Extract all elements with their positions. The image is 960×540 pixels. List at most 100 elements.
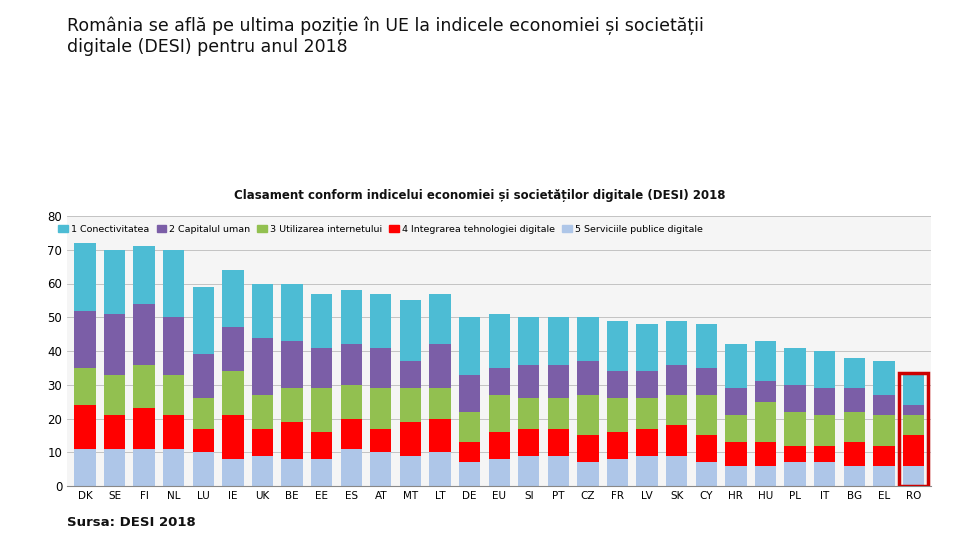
- Bar: [874, 465, 895, 486]
- Bar: [341, 345, 362, 384]
- Bar: [548, 317, 569, 364]
- Bar: [577, 435, 599, 462]
- Bar: [311, 459, 332, 486]
- Bar: [548, 364, 569, 399]
- Bar: [133, 364, 155, 408]
- Bar: [900, 373, 927, 486]
- Bar: [399, 388, 421, 422]
- Text: Clasament conform indicelui economiei și societăților digitale (DESI) 2018: Clasament conform indicelui economiei și…: [234, 190, 726, 202]
- Bar: [636, 456, 658, 486]
- Bar: [74, 243, 96, 310]
- Text: România se află pe ultima poziție în UE la indicele economiei și societății
digi: România se află pe ultima poziție în UE …: [67, 16, 704, 56]
- Bar: [163, 415, 184, 449]
- Bar: [844, 411, 865, 442]
- Bar: [666, 456, 687, 486]
- Bar: [223, 372, 244, 415]
- Bar: [163, 375, 184, 415]
- Bar: [429, 388, 450, 418]
- Bar: [133, 408, 155, 449]
- Bar: [666, 364, 687, 395]
- Bar: [607, 372, 628, 399]
- Bar: [252, 338, 274, 395]
- Bar: [518, 429, 540, 456]
- Bar: [814, 388, 835, 415]
- Bar: [784, 348, 805, 384]
- Bar: [518, 364, 540, 399]
- Bar: [341, 449, 362, 486]
- Bar: [755, 402, 776, 442]
- Bar: [696, 462, 717, 486]
- Bar: [548, 399, 569, 429]
- Bar: [459, 375, 480, 411]
- Bar: [636, 429, 658, 456]
- Bar: [784, 384, 805, 411]
- Bar: [133, 303, 155, 364]
- Bar: [696, 435, 717, 462]
- Bar: [223, 459, 244, 486]
- Bar: [518, 399, 540, 429]
- Bar: [371, 453, 392, 486]
- Bar: [193, 453, 214, 486]
- Bar: [399, 422, 421, 456]
- Bar: [163, 317, 184, 375]
- Bar: [518, 317, 540, 364]
- Text: Sursa: DESI 2018: Sursa: DESI 2018: [67, 516, 196, 529]
- Bar: [489, 314, 510, 368]
- Bar: [844, 357, 865, 388]
- Bar: [163, 449, 184, 486]
- Bar: [223, 270, 244, 327]
- Bar: [489, 459, 510, 486]
- Bar: [577, 317, 599, 361]
- Bar: [577, 462, 599, 486]
- Bar: [666, 321, 687, 364]
- Bar: [696, 368, 717, 395]
- Bar: [636, 324, 658, 372]
- Bar: [429, 453, 450, 486]
- Bar: [784, 462, 805, 486]
- Bar: [371, 388, 392, 429]
- Bar: [459, 411, 480, 442]
- Bar: [844, 442, 865, 465]
- Bar: [104, 375, 125, 415]
- Bar: [223, 327, 244, 372]
- Bar: [104, 314, 125, 375]
- Bar: [902, 375, 924, 405]
- Bar: [489, 432, 510, 459]
- Bar: [252, 284, 274, 338]
- Bar: [902, 465, 924, 486]
- Bar: [489, 395, 510, 432]
- Bar: [459, 317, 480, 375]
- Bar: [725, 415, 747, 442]
- Bar: [902, 435, 924, 465]
- Bar: [696, 324, 717, 368]
- Bar: [874, 446, 895, 465]
- Bar: [844, 465, 865, 486]
- Bar: [902, 415, 924, 435]
- Bar: [311, 432, 332, 459]
- Bar: [399, 300, 421, 361]
- Bar: [696, 395, 717, 435]
- Bar: [814, 351, 835, 388]
- Bar: [548, 456, 569, 486]
- Bar: [784, 411, 805, 446]
- Bar: [252, 395, 274, 429]
- Bar: [74, 405, 96, 449]
- Bar: [548, 429, 569, 456]
- Bar: [223, 415, 244, 459]
- Bar: [666, 395, 687, 426]
- Bar: [725, 388, 747, 415]
- Bar: [755, 442, 776, 465]
- Bar: [577, 395, 599, 435]
- Bar: [281, 459, 302, 486]
- Bar: [252, 456, 274, 486]
- Bar: [755, 381, 776, 402]
- Bar: [371, 348, 392, 388]
- Bar: [399, 361, 421, 388]
- Bar: [371, 429, 392, 453]
- Bar: [429, 418, 450, 453]
- Bar: [163, 249, 184, 317]
- Bar: [193, 287, 214, 354]
- Bar: [755, 341, 776, 381]
- Bar: [74, 310, 96, 368]
- Bar: [104, 415, 125, 449]
